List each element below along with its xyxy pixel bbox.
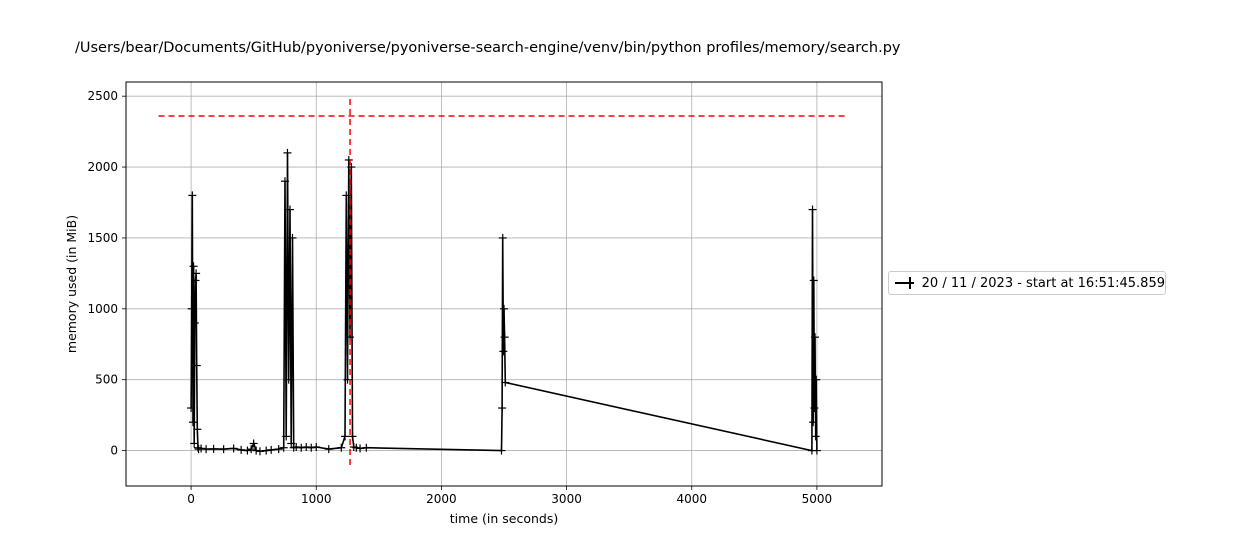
data-point: [188, 418, 197, 427]
y-axis-label: memory used (in MiB): [64, 215, 79, 353]
legend: 20 / 11 / 2023 - start at 16:51:45.859: [888, 271, 1166, 295]
data-point: [811, 333, 820, 342]
data-point: [267, 445, 276, 454]
data-point: [190, 439, 199, 448]
data-point: [191, 276, 200, 285]
data-point: [190, 318, 199, 327]
data-point: [189, 262, 198, 271]
data-point: [307, 443, 316, 452]
data-point: [356, 444, 365, 453]
data-point: [499, 347, 508, 356]
legend-line-marker-icon: [895, 276, 914, 290]
y-tick-label: 2500: [87, 89, 118, 103]
data-point: [811, 432, 820, 441]
data-point: [347, 163, 356, 172]
x-tick-label: 4000: [676, 492, 707, 506]
data-point: [279, 443, 288, 452]
x-tick-label: 2000: [426, 492, 457, 506]
data-point: [192, 269, 201, 278]
data-point: [348, 432, 357, 441]
data-point: [341, 432, 350, 441]
data-point: [808, 205, 817, 214]
grid-layer: [126, 82, 882, 486]
data-point: [362, 443, 371, 452]
data-layer: [187, 148, 821, 456]
data-point: [283, 148, 292, 157]
y-tick-label: 2000: [87, 160, 118, 174]
data-point: [262, 446, 271, 455]
data-point: [342, 191, 351, 200]
data-point: [810, 404, 819, 413]
data-point: [193, 425, 202, 434]
data-point: [229, 444, 238, 453]
x-ticks: 0 1000 2000 3000 4000 5000: [187, 486, 832, 506]
data-point: [500, 304, 508, 313]
x-tick-label: 3000: [551, 492, 582, 506]
y-tick-label: 1000: [87, 302, 118, 316]
data-point: [501, 378, 510, 387]
data-point: [284, 375, 293, 384]
data-point: [237, 445, 246, 454]
data-point: [809, 276, 818, 285]
data-point: [285, 205, 294, 214]
data-point: [187, 304, 196, 313]
data-point: [192, 361, 201, 370]
data-point: [274, 445, 283, 454]
data-point: [500, 333, 509, 342]
data-point: [344, 155, 353, 164]
legend-label: 20 / 11 / 2023 - start at 16:51:45.859: [921, 275, 1165, 291]
x-tick-label: 0: [187, 492, 195, 506]
data-point: [247, 445, 256, 454]
data-point: [197, 444, 206, 453]
data-point: [243, 446, 252, 455]
data-point: [809, 418, 818, 427]
data-point: [287, 439, 296, 448]
chart-title: /Users/bear/Documents/GitHub/pyoniverse/…: [75, 40, 901, 56]
x-axis-label: time (in seconds): [450, 511, 558, 526]
data-point: [187, 404, 196, 413]
y-tick-label: 0: [110, 444, 118, 458]
data-point: [282, 432, 291, 441]
series-line: [190, 152, 818, 453]
x-tick-label: 1000: [301, 492, 332, 506]
data-point: [337, 443, 346, 452]
y-ticks: 0 500 1000 1500 2000 2500: [87, 89, 126, 458]
data-point: [812, 446, 821, 455]
data-point: [324, 445, 333, 454]
data-point: [297, 443, 306, 452]
data-point: [209, 444, 218, 453]
data-point: [812, 375, 821, 384]
data-point: [498, 404, 507, 413]
data-point: [288, 233, 297, 242]
data-point: [292, 443, 301, 452]
y-tick-label: 1500: [87, 231, 118, 245]
data-point: [219, 445, 228, 454]
data-point: [252, 446, 261, 455]
data-point: [188, 191, 197, 200]
data-point: [497, 446, 506, 455]
plot-frame: [125, 81, 883, 487]
data-point: [202, 445, 211, 454]
data-point: [255, 447, 264, 456]
data-point: [498, 233, 507, 242]
x-tick-label: 5000: [802, 492, 833, 506]
annotation-layer: [158, 99, 847, 468]
data-point: [302, 443, 311, 452]
data-point: [312, 443, 321, 452]
data-point: [249, 439, 258, 448]
y-tick-label: 500: [95, 373, 118, 387]
data-point: [280, 177, 289, 186]
data-point: [352, 443, 361, 452]
